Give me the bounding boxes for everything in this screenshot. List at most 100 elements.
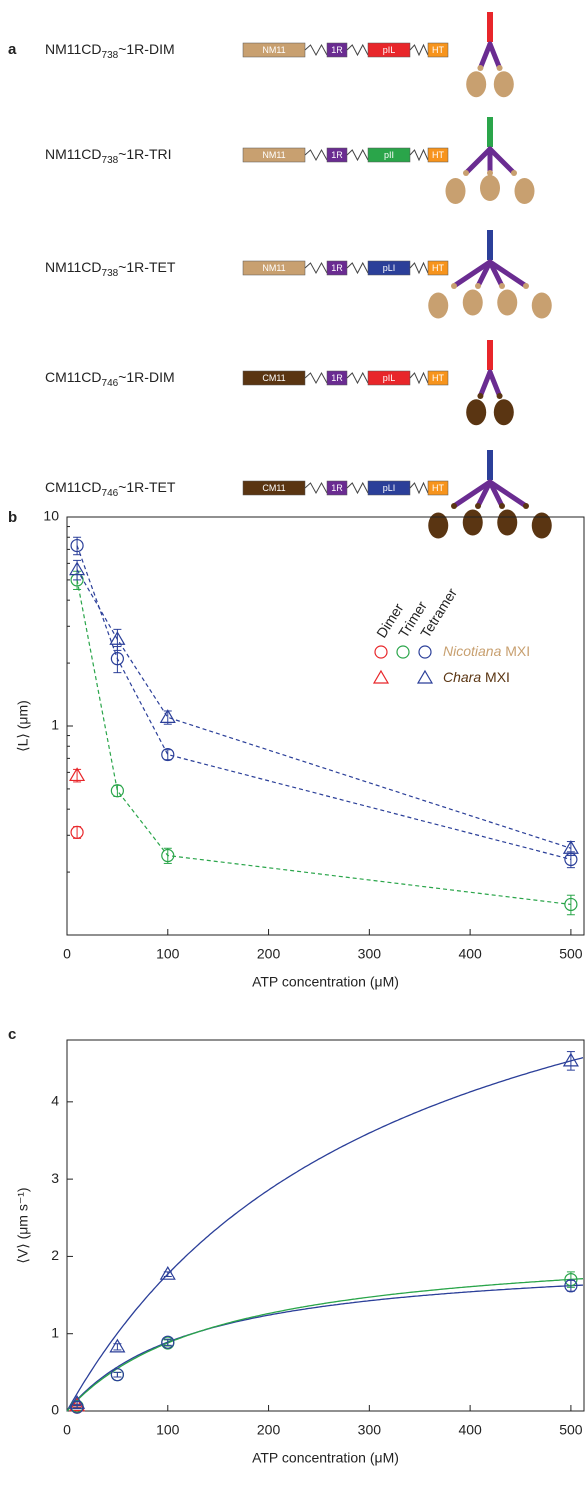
dashed-line: [76, 545, 572, 860]
motor-head: [480, 175, 500, 201]
triangle-marker: [159, 1265, 176, 1280]
triangle-marker: [562, 1052, 579, 1067]
name-part: ~1R-TET: [118, 259, 176, 275]
lever-arm: [487, 146, 517, 176]
construct-name: CM11CD746~1R-DIM: [45, 369, 175, 389]
legend-italic: Chara: [443, 669, 481, 685]
motor-head: [462, 509, 483, 536]
triangle-marker: [69, 767, 86, 782]
linker: [304, 481, 328, 495]
coiled-coil: [487, 12, 493, 42]
x-tick-label: 400: [458, 1422, 482, 1438]
motor-head: [493, 71, 514, 98]
linker: [409, 43, 429, 57]
construct-name: NM11CD738~1R-TRI: [45, 146, 172, 166]
circle-marker: [70, 538, 84, 553]
domain-label: CM11: [262, 373, 285, 383]
dashed-line: [76, 579, 571, 906]
linker: [346, 148, 369, 162]
domain-label: pLI: [383, 263, 396, 273]
domain-label: HT: [432, 263, 444, 273]
light-chain: [475, 503, 481, 509]
circle-marker: [110, 784, 124, 798]
y-tick-label: 1: [51, 1324, 59, 1340]
x-tick-label: 500: [559, 1422, 583, 1438]
y-axis-label: ⟨V⟩ (μm s⁻¹): [15, 1187, 31, 1263]
legend-marker: [374, 645, 388, 659]
coiled-coil: [487, 117, 493, 147]
triangle-marker: [562, 840, 579, 854]
x-tick-label: 200: [257, 946, 281, 962]
name-part: NM11CD: [45, 146, 102, 162]
name-part: CM11CD: [45, 369, 102, 385]
x-tick-label: 400: [458, 946, 482, 962]
lever-arm: [475, 259, 493, 289]
light-chain: [496, 393, 503, 399]
motor-head: [466, 399, 487, 426]
fit-curve: [66, 1278, 584, 1412]
fit-curve: [66, 1284, 584, 1412]
domain-label: 1R: [331, 45, 343, 55]
circle-marker: [564, 897, 578, 912]
x-tick-label: 500: [559, 946, 583, 962]
fit-curve: [66, 1056, 584, 1412]
motor-head: [531, 292, 552, 319]
lever-arm: [477, 369, 493, 399]
error-bar: [163, 847, 172, 864]
legend-marker: [416, 669, 434, 684]
y-tick-label: 2: [51, 1247, 59, 1263]
linker: [304, 371, 328, 385]
legend-text: MXI: [501, 643, 530, 659]
x-tick-label: 0: [63, 1422, 71, 1438]
lever-arm: [475, 479, 493, 509]
y-tick-label: 10: [43, 508, 59, 524]
name-part: CM11CD: [45, 479, 102, 495]
y-tick-label: 3: [51, 1170, 59, 1186]
light-chain: [511, 170, 517, 176]
domain-box: [427, 370, 449, 386]
x-axis-label: ATP concentration (μM): [252, 974, 399, 990]
lever-arm: [477, 41, 493, 71]
domain-label: pII: [384, 150, 394, 160]
legend-marker: [396, 645, 410, 659]
x-tick-label: 300: [358, 1422, 382, 1438]
light-chain: [523, 503, 529, 509]
error-bar: [73, 826, 82, 839]
legend-row-label: Chara MXI: [443, 669, 510, 685]
name-sub: 738: [102, 268, 119, 279]
motor-head: [497, 289, 518, 316]
legend-italic: Nicotiana: [443, 643, 502, 659]
linker: [346, 43, 369, 57]
lever-arm: [451, 479, 493, 509]
lever-arm: [487, 41, 503, 71]
domain-label: 1R: [331, 150, 343, 160]
name-part: ~1R-TRI: [118, 146, 171, 162]
plot-frame: [66, 516, 585, 936]
triangle-marker: [159, 709, 176, 723]
motor-head: [531, 512, 552, 539]
domain-box: [427, 480, 449, 496]
lever-arm: [451, 259, 493, 289]
linker: [409, 261, 429, 275]
motor-head: [462, 289, 483, 316]
x-tick-label: 100: [156, 946, 180, 962]
lever-arm: [487, 369, 503, 399]
name-sub: 746: [102, 378, 119, 389]
light-chain: [463, 170, 469, 176]
light-chain: [499, 283, 505, 289]
name-part: NM11CD: [45, 259, 102, 275]
domain-label: pIL: [383, 45, 396, 55]
x-tick-label: 200: [257, 1422, 281, 1438]
light-chain: [451, 503, 457, 509]
lever-arm: [487, 259, 529, 289]
coiled-coil: [487, 340, 493, 370]
circle-marker: [161, 848, 175, 863]
motor-head: [514, 178, 535, 204]
domain-box: [427, 42, 449, 58]
y-tick-label: 1: [51, 717, 59, 733]
panel-label: a: [8, 41, 17, 58]
motor-head: [497, 509, 518, 536]
triangle-marker: [69, 1395, 86, 1409]
triangle-marker: [109, 1338, 126, 1353]
